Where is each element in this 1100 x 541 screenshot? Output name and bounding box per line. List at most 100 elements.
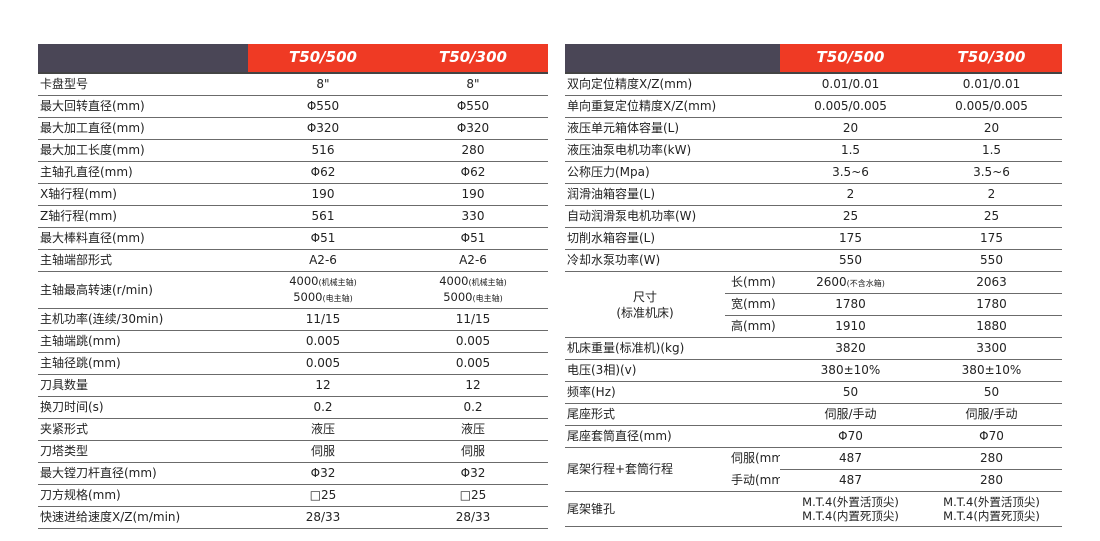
- row-label: 尾座形式: [565, 403, 780, 426]
- row-value-a: 561: [248, 205, 398, 228]
- row-sublabel: 手动(mm): [725, 469, 780, 492]
- row-value-b: 4000(机械主轴) 5000(电主轴): [398, 271, 548, 309]
- table-row: 夹紧形式 液压 液压: [38, 418, 548, 441]
- table-row: 自动润滑泵电机功率(W) 25 25: [565, 205, 1062, 228]
- row-value-b: 0.005: [398, 330, 548, 353]
- row-value-a: 2600(不含水箱): [780, 271, 921, 294]
- row-value-b: 280: [921, 469, 1062, 492]
- row-label: 夹紧形式: [38, 418, 248, 441]
- row-value-a: 0.01/0.01: [780, 73, 921, 96]
- table-row: 电压(3相)(v) 380±10% 380±10%: [565, 359, 1062, 382]
- table-row: 最大加工长度(mm) 516 280: [38, 139, 548, 162]
- row-value-a: 1780: [780, 293, 921, 316]
- row-value-a: Φ70: [780, 425, 921, 448]
- table-row: 主轴端跳(mm) 0.005 0.005: [38, 330, 548, 353]
- row-sublabel: 伺服(mm): [731, 451, 780, 466]
- row-value-b: 1.5: [921, 139, 1062, 162]
- row-value-b: 50: [921, 381, 1062, 404]
- row-value-b: 25: [921, 205, 1062, 228]
- row-value-b: Φ62: [398, 161, 548, 184]
- row-label: 最大棒料直径(mm): [38, 227, 248, 250]
- row-value-b: 175: [921, 227, 1062, 250]
- row-value-a: 液压: [248, 418, 398, 441]
- table-row: 换刀时间(s) 0.2 0.2: [38, 396, 548, 419]
- table-row: 双向定位精度X/Z(mm) 0.01/0.01 0.01/0.01: [565, 73, 1062, 96]
- row-label: 主轴端跳(mm): [38, 330, 248, 353]
- row-value-b: 3300: [921, 337, 1062, 360]
- table-row: 尾座套筒直径(mm) Φ70 Φ70: [565, 425, 1062, 448]
- table-row: 润滑油箱容量(L) 2 2: [565, 183, 1062, 206]
- row-label: 切削水箱容量(L): [565, 227, 780, 250]
- row-value-b: 550: [921, 249, 1062, 272]
- row-value-a: 190: [248, 183, 398, 206]
- row-value-b: 28/33: [398, 506, 548, 529]
- row-label: X轴行程(mm): [38, 183, 248, 206]
- table-row: 主轴最高转速(r/min) 4000(机械主轴) 5000(电主轴) 4000(…: [38, 271, 548, 309]
- right-table-header: T50/500 T50/300: [565, 44, 1062, 74]
- row-value-a: 11/15: [248, 308, 398, 331]
- table-row: 公称压力(Mpa) 3.5~6 3.5~6: [565, 161, 1062, 184]
- row-value-b: 2063: [921, 271, 1062, 294]
- dimensions-label: 尺寸 (标准机床): [565, 271, 725, 338]
- row-value-a: 550: [780, 249, 921, 272]
- row-value-a: 2: [780, 183, 921, 206]
- row-label: 机床重量(标准机)(kg): [565, 337, 780, 360]
- row-value-a: 28/33: [248, 506, 398, 529]
- row-value-a: 3.5~6: [780, 161, 921, 184]
- table-row: 刀具数量 12 12: [38, 374, 548, 397]
- row-value-a: Φ550: [248, 95, 398, 118]
- table-row: 尾座形式 伺服/手动 伺服/手动: [565, 403, 1062, 426]
- row-value-a: 50: [780, 381, 921, 404]
- row-value-a: 4000(机械主轴) 5000(电主轴): [248, 271, 398, 309]
- row-value-a: 1910: [780, 315, 921, 338]
- row-value-b: 3.5~6: [921, 161, 1062, 184]
- row-value-b: 0.01/0.01: [921, 73, 1062, 96]
- model-header-a: T50/500: [780, 44, 921, 74]
- row-value-a: Φ320: [248, 117, 398, 140]
- row-sublabel: 高(mm): [725, 315, 780, 338]
- table-row: 尺寸 (标准机床) 长(mm) 2600(不含水箱) 2063: [565, 271, 1062, 338]
- row-value-a: M.T.4(外置活顶尖) M.T.4(内置死顶尖): [780, 491, 921, 527]
- row-sublabel: 长(mm): [725, 271, 780, 294]
- row-label: Z轴行程(mm): [38, 205, 248, 228]
- row-value-b: 190: [398, 183, 548, 206]
- row-value-a: 伺服: [248, 440, 398, 463]
- table-row: 最大加工直径(mm) Φ320 Φ320: [38, 117, 548, 140]
- table-row: 频率(Hz) 50 50: [565, 381, 1062, 404]
- table-row: 液压油泵电机功率(kW) 1.5 1.5: [565, 139, 1062, 162]
- row-value-b: M.T.4(外置活顶尖) M.T.4(内置死顶尖): [921, 491, 1062, 527]
- table-row: 最大回转直径(mm) Φ550 Φ550: [38, 95, 548, 118]
- row-label: 液压单元箱体容量(L): [565, 117, 780, 140]
- row-value-b: 280: [398, 139, 548, 162]
- row-value-b: Φ32: [398, 462, 548, 485]
- row-label: 最大镗刀杆直径(mm): [38, 462, 248, 485]
- row-value-a: 25: [780, 205, 921, 228]
- row-value-a: □25: [248, 484, 398, 507]
- row-value-b: 0.005/0.005: [921, 95, 1062, 118]
- row-label: 公称压力(Mpa): [565, 161, 780, 184]
- row-label: 最大加工长度(mm): [38, 139, 248, 162]
- model-header-a: T50/500: [248, 44, 398, 74]
- row-label: 快速进给速度X/Z(m/min): [38, 506, 248, 529]
- table-row: 高(mm) 1910 1880: [565, 315, 1062, 338]
- table-row: 卡盘型号 8" 8": [38, 73, 548, 96]
- row-value-b: A2-6: [398, 249, 548, 272]
- row-value-a: A2-6: [248, 249, 398, 272]
- row-value-b: 330: [398, 205, 548, 228]
- row-label: 换刀时间(s): [38, 396, 248, 419]
- row-value-a: Φ62: [248, 161, 398, 184]
- row-value-b: Φ320: [398, 117, 548, 140]
- row-sublabel: 宽(mm): [725, 293, 780, 316]
- row-value-b: Φ70: [921, 425, 1062, 448]
- row-label: 电压(3相)(v): [565, 359, 780, 382]
- row-label: 主轴最高转速(r/min): [38, 271, 248, 309]
- row-value-a: 伺服/手动: [780, 403, 921, 426]
- row-value-b: 0.005: [398, 352, 548, 375]
- row-value-b: 0.2: [398, 396, 548, 419]
- row-value-a: 487: [780, 469, 921, 492]
- row-label: 主轴径跳(mm): [38, 352, 248, 375]
- row-value-a: 0.005: [248, 352, 398, 375]
- row-label: 频率(Hz): [565, 381, 780, 404]
- row-value-a: 487: [780, 447, 921, 470]
- row-value-b: 1880: [921, 315, 1062, 338]
